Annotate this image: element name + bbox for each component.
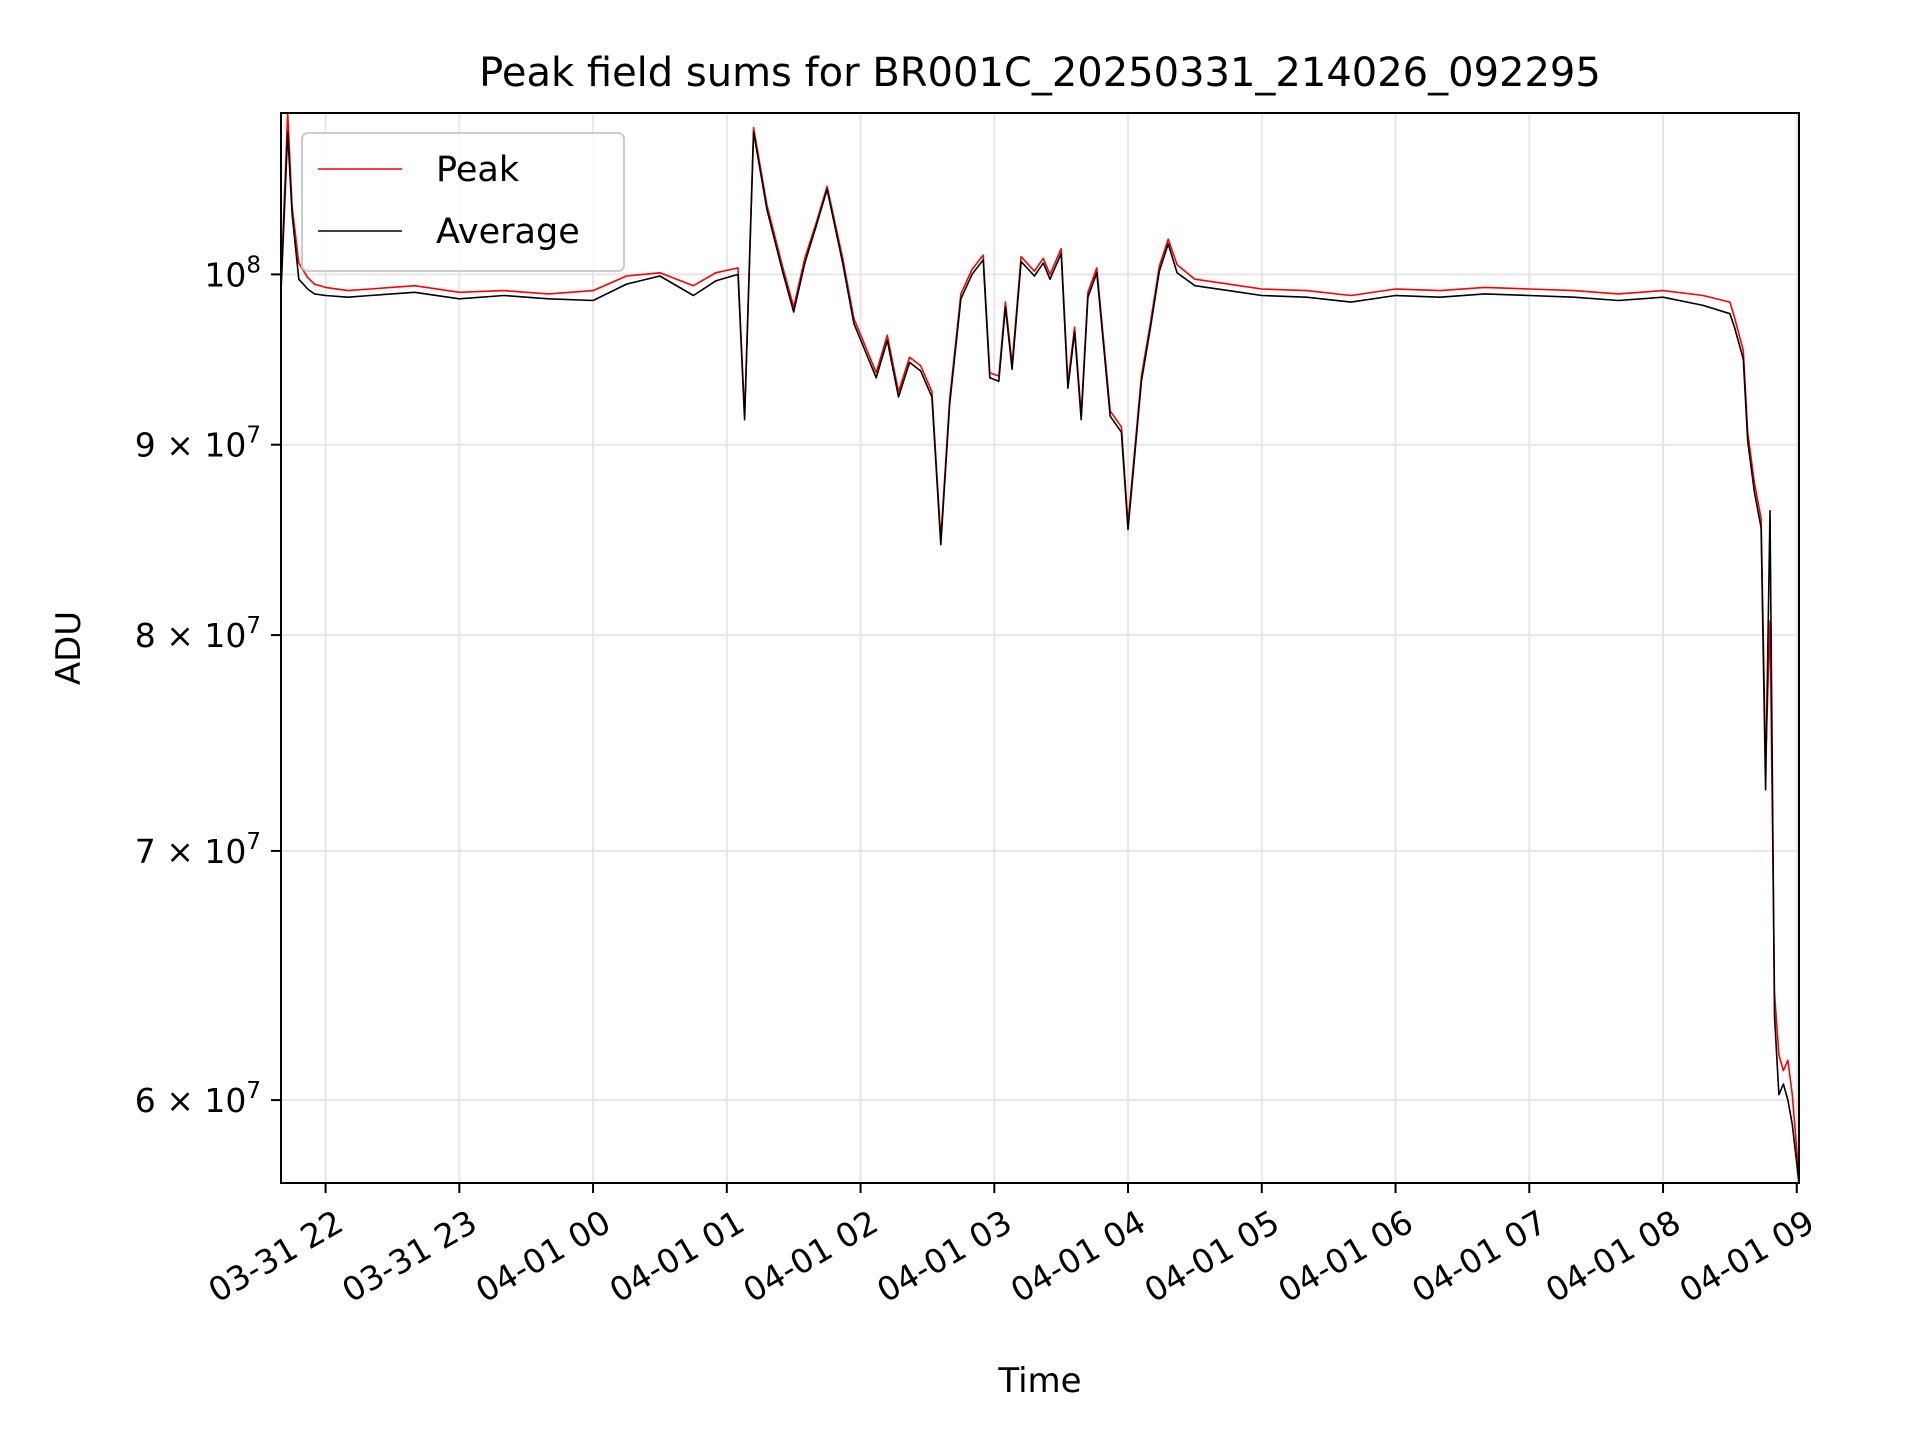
y-axis-title: ADU bbox=[49, 611, 89, 685]
chart-title: Peak field sums for BR001C_20250331_2140… bbox=[479, 50, 1601, 96]
x-axis-title: Time bbox=[997, 1361, 1081, 1401]
series-layer bbox=[280, 112, 1800, 1184]
y-tick-label: 8 × 107 bbox=[135, 613, 261, 655]
y-tick-label: 7 × 107 bbox=[135, 829, 261, 871]
y-tick-label: 108 bbox=[204, 252, 261, 294]
legend: Peak Average bbox=[301, 132, 625, 272]
legend-label-peak: Peak bbox=[436, 150, 520, 190]
y-tick-label: 6 × 107 bbox=[135, 1078, 261, 1120]
series-line-average bbox=[280, 131, 1800, 1184]
plot-frame bbox=[280, 112, 1800, 1184]
y-tick-label: 9 × 107 bbox=[135, 423, 261, 465]
legend-box bbox=[301, 132, 625, 272]
y-axis-ticks: 108 9 × 107 8 × 107 7 × 107 6 × 107 bbox=[135, 252, 281, 1120]
legend-label-average: Average bbox=[436, 212, 580, 252]
